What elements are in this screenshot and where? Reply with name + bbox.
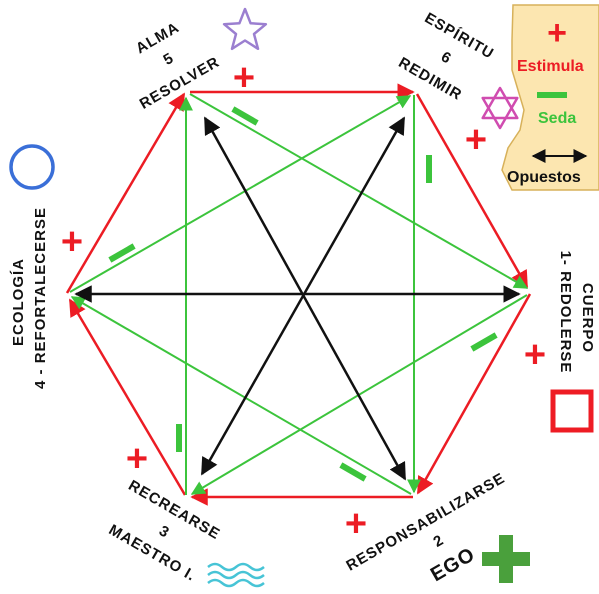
node-redimir-line2: 6 (438, 48, 455, 67)
plus-mark-right: + (524, 334, 546, 376)
node-refortalecerse-line1: ECOLOGÍA (10, 258, 27, 346)
node-resolver-line2: 5 (160, 49, 177, 68)
node-redimir-line3: REDIMIR (396, 54, 465, 104)
legend-stimulate-label: Estimula (517, 58, 584, 75)
edge-redolerse-responsabilizarse (416, 293, 532, 495)
plus-mark-bottom-left: + (126, 438, 148, 480)
minus-mark-5 (426, 155, 432, 183)
node-refortalecerse-line2: 4 - REFORTALECERSE (32, 207, 49, 389)
plus-mark-left: + (61, 221, 83, 263)
plus-mark-top: + (233, 57, 255, 99)
star-5-icon (222, 7, 268, 51)
node-resolver: ALMA 5 RESOLVER (133, 19, 223, 113)
minus-marks (108, 106, 498, 482)
legend-plus-symbol: + (547, 14, 567, 52)
minus-mark-6 (176, 424, 182, 452)
node-refortalecerse: ECOLOGÍA 4 - REFORTALECERSE (10, 207, 49, 389)
legend-sedate-label: Seda (538, 110, 576, 127)
legend: + Estimula Seda Opuestos (501, 4, 599, 191)
opposite-redimir-recrearse (200, 116, 406, 476)
plus-marks: + + + + + + (61, 57, 546, 545)
opposite-resolver-responsabilizarse (203, 116, 407, 481)
node-recrearse-line2: 3 (156, 522, 173, 541)
node-recrearse-line3: MAESTRO I. (106, 521, 199, 584)
node-redolerse: CUERPO 1- REDOLERSE (557, 251, 596, 374)
minus-mark-3 (470, 332, 498, 352)
node-responsabilizarse-line2: 2 (430, 531, 447, 550)
plus-icon (482, 535, 530, 583)
node-recrearse-line1: RECREARSE (125, 477, 223, 543)
node-redimir-line1: ESPÍRITU (422, 9, 497, 62)
edge-recrearse-refortalecerse (68, 298, 187, 496)
node-responsabilizarse-line3: EGO (427, 543, 479, 586)
node-resolver-line3: RESOLVER (137, 53, 223, 112)
node-responsabilizarse: RESPONSABILIZARSE 2 EGO (343, 470, 508, 587)
legend-minus-symbol (537, 92, 567, 98)
node-resolver-line1: ALMA (133, 19, 182, 57)
legend-opposite-label: Opuestos (507, 169, 581, 186)
node-redimir: ESPÍRITU 6 REDIMIR (396, 9, 497, 104)
node-redolerse-line1: CUERPO (579, 283, 596, 353)
circle-icon (9, 144, 55, 190)
node-redolerse-line2: 1- REDOLERSE (557, 251, 574, 374)
star-6-icon (481, 86, 519, 130)
plus-mark-top-right: + (465, 119, 487, 161)
minus-mark-1 (231, 106, 259, 126)
edge-refortalecerse-redimir (69, 95, 412, 293)
plus-mark-bottom: + (345, 503, 367, 545)
edge-refortalecerse-resolver (65, 92, 186, 294)
square-icon (550, 389, 594, 433)
stimulate-edges (65, 83, 532, 506)
minus-mark-2 (108, 243, 136, 263)
minus-mark-4 (339, 462, 367, 482)
edge-redimir-redolerse (415, 93, 529, 289)
node-recrearse: RECREARSE 3 MAESTRO I. (106, 477, 223, 585)
waves-icon (207, 562, 265, 588)
opposite-edges (74, 116, 521, 481)
